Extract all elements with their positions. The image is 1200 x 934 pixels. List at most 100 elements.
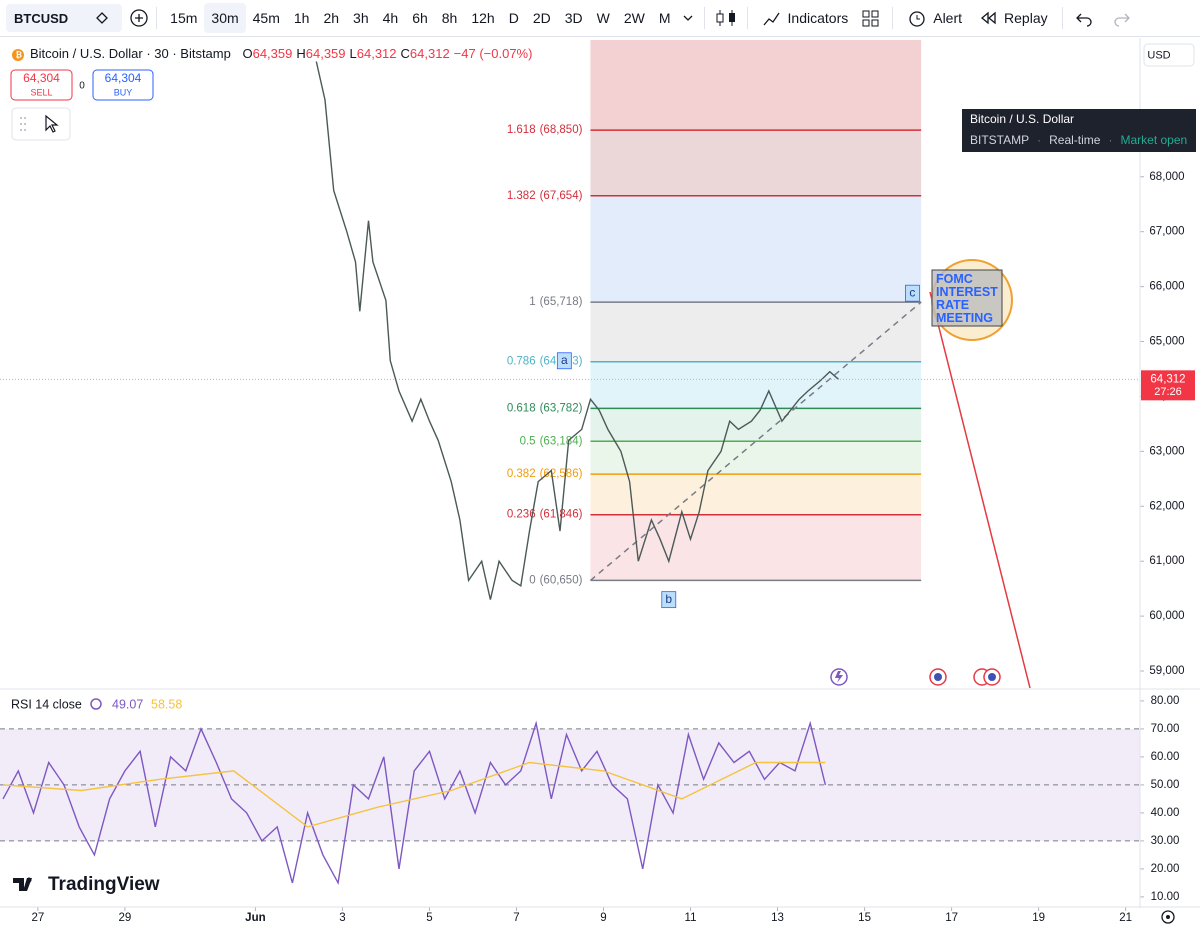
alert-button[interactable]: Alert bbox=[899, 3, 970, 33]
fib-price: (60,650) bbox=[540, 574, 583, 586]
tooltip-exchange: BITSTAMP bbox=[970, 133, 1029, 147]
fib-ratio: 0.618 bbox=[507, 402, 536, 414]
fib-label: 0.618 (63,782) bbox=[507, 402, 583, 414]
fib-band bbox=[590, 361, 922, 409]
indicators-label: Indicators bbox=[787, 10, 849, 26]
event-icon-glyph bbox=[934, 673, 942, 681]
series-line bbox=[2, 761, 826, 828]
fib-band bbox=[590, 302, 922, 362]
ohlc-change: −47 (−0.07%) bbox=[454, 46, 533, 61]
tooltip-dot: · bbox=[1037, 133, 1041, 147]
price-plot bbox=[0, 61, 1140, 600]
floating-toolbar bbox=[11, 107, 71, 141]
fib-ratio: 0.236 bbox=[507, 509, 536, 521]
fib-label: 0 (60,650) bbox=[529, 574, 582, 586]
fib-extension: 0 (60,650) 0.236 (61,846) 0.382 (62,586) 0.5 (6… bbox=[507, 40, 922, 586]
tooltip-feed: Real-time bbox=[1049, 133, 1101, 147]
currency-button[interactable] bbox=[1143, 43, 1195, 67]
separator bbox=[703, 7, 705, 29]
interval-button[interactable]: W bbox=[596, 10, 610, 26]
fib-ratio: 0.382 bbox=[507, 468, 536, 480]
interval-button[interactable]: 2D bbox=[532, 10, 551, 26]
buy-button[interactable] bbox=[92, 69, 154, 101]
replay-icon bbox=[981, 11, 996, 25]
fib-band bbox=[590, 40, 922, 131]
annotation-arrow bbox=[929, 291, 1031, 689]
annotation-text: FOMC INTEREST RATE MEETING bbox=[936, 272, 998, 325]
x-tick-label: 7 bbox=[513, 912, 519, 924]
interval-button[interactable]: 15m bbox=[170, 10, 198, 26]
x-tick-label: 27 bbox=[31, 912, 44, 924]
y-tick-label: 59,000 bbox=[1149, 665, 1184, 677]
rsi-settings-icon[interactable] bbox=[90, 698, 102, 710]
interval-button[interactable]: 12h bbox=[471, 10, 495, 26]
fib-band bbox=[590, 195, 922, 303]
interval-dropdown[interactable] bbox=[678, 8, 698, 28]
interval-button[interactable]: 6h bbox=[412, 10, 428, 26]
sell-label: SELL bbox=[30, 87, 52, 97]
ohlc-value: 64,359 bbox=[306, 46, 346, 61]
time-axis-settings[interactable] bbox=[1161, 910, 1175, 924]
wave-marker bbox=[556, 352, 572, 370]
indicators-icon bbox=[763, 12, 780, 26]
x-tick-label: 11 bbox=[685, 912, 697, 924]
wave-label: c bbox=[909, 285, 915, 299]
interval-button[interactable]: 4h bbox=[382, 10, 399, 26]
cursor-tool[interactable] bbox=[45, 114, 59, 133]
tooltip-status: Market open bbox=[1120, 133, 1187, 147]
redo-button[interactable] bbox=[1103, 8, 1137, 28]
wave-label: b bbox=[665, 592, 672, 606]
interval-button[interactable]: 8h bbox=[441, 10, 458, 26]
interval-button[interactable]: 3D bbox=[564, 10, 583, 26]
symbol-logo-glyph: ₿ bbox=[16, 51, 23, 60]
compare-button[interactable] bbox=[128, 7, 150, 29]
buy-price: 64,304 bbox=[105, 71, 142, 85]
sell-button[interactable] bbox=[10, 69, 73, 101]
event-icon-glyph bbox=[835, 671, 843, 683]
symbol-logo bbox=[12, 49, 24, 61]
fib-label: 0.236 (61,846) bbox=[507, 509, 583, 521]
alert-label: Alert bbox=[933, 10, 963, 26]
symbol-search[interactable]: BTCUSD bbox=[6, 4, 123, 32]
y-tick-label: 63,000 bbox=[1149, 445, 1184, 457]
legend: Bitcoin / U.S. Dollar · 30 · Bitstamp O6… bbox=[30, 46, 532, 61]
rsi-readout: 49.07 bbox=[112, 697, 143, 711]
symbol-icons bbox=[96, 12, 109, 24]
annotation-line: FOMC bbox=[936, 272, 973, 286]
fib-ratio: 0.786 bbox=[507, 356, 536, 368]
interval-button[interactable]: 2W bbox=[623, 10, 645, 26]
undo-button[interactable] bbox=[1069, 8, 1103, 28]
fib-price: (63,184) bbox=[540, 435, 583, 447]
indicators-button[interactable]: Indicators bbox=[754, 3, 857, 33]
y-tick-label: 60,000 bbox=[1149, 610, 1184, 622]
x-tick-label: 15 bbox=[858, 912, 871, 924]
fib-label: 1 (65,718) bbox=[529, 296, 582, 308]
buy-label: BUY bbox=[114, 87, 133, 97]
interval-button[interactable]: D bbox=[508, 10, 519, 26]
fib-ratio: 0 bbox=[529, 574, 535, 586]
fib-label: 1.382 (67,654) bbox=[507, 190, 583, 202]
interval-button[interactable]: 1h bbox=[293, 10, 310, 26]
ohlc-key: C bbox=[401, 46, 410, 61]
fib-price: (68,850) bbox=[540, 124, 583, 136]
layouts-button[interactable] bbox=[856, 8, 886, 28]
interval-button[interactable]: M bbox=[658, 10, 671, 26]
drag-handle[interactable] bbox=[20, 117, 26, 131]
x-tick-label: Jun bbox=[245, 912, 265, 924]
interval-button[interactable]: 30m bbox=[204, 3, 246, 33]
ohlc-key: H bbox=[296, 46, 305, 61]
countdown: 27:26 bbox=[1154, 386, 1182, 398]
chart-type-button[interactable] bbox=[711, 7, 741, 29]
fib-ratio: 1 bbox=[529, 296, 535, 308]
interval-button[interactable]: 3h bbox=[353, 10, 369, 26]
interval-list: 15m 30m 45m 1h 2h 3h 4h 6h 8h 12h D 2D 3D W 2W M bbox=[163, 3, 677, 33]
replay-button[interactable]: Replay bbox=[970, 3, 1056, 33]
interval-button[interactable]: 2h bbox=[323, 10, 340, 26]
last-price-label: 64,312 bbox=[1150, 373, 1185, 385]
x-tick-label: 9 bbox=[600, 912, 606, 924]
annotation-line: MEETING bbox=[936, 311, 993, 325]
brand-name: TradingView bbox=[48, 874, 160, 895]
interval-button[interactable]: 45m bbox=[252, 10, 280, 26]
